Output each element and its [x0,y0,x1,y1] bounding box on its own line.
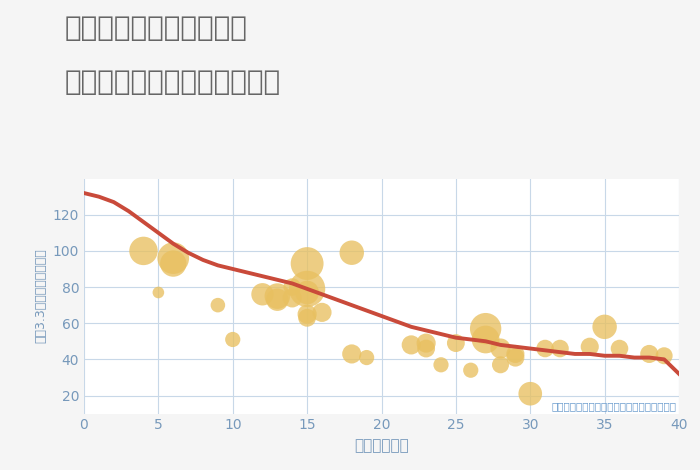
Point [302,285,313,293]
Point [272,292,283,300]
Point [495,361,506,368]
Point [168,260,179,267]
Point [554,345,566,352]
Point [406,341,417,349]
Point [465,367,476,374]
Text: 奈良県奈良市東城戸町の: 奈良県奈良市東城戸町の [65,14,248,42]
Point [302,310,313,318]
Point [599,323,610,330]
Text: 築年数別中古マンション価格: 築年数別中古マンション価格 [65,68,281,96]
Point [302,314,313,321]
Point [480,325,491,332]
Point [168,254,179,262]
Point [316,309,328,316]
Point [361,354,372,361]
Point [227,336,238,343]
Point [287,294,298,302]
Point [302,289,313,296]
Point [257,290,268,298]
Point [450,339,461,347]
Point [212,301,223,309]
Point [525,390,536,398]
Text: 円の大きさは、取引のあった物件面積を示す: 円の大きさは、取引のあった物件面積を示す [551,401,676,411]
Point [644,350,655,358]
Point [480,336,491,343]
Point [287,283,298,291]
Point [421,345,432,352]
Point [138,247,149,255]
Point [435,361,447,368]
Point [584,343,595,351]
Point [614,345,625,352]
Point [495,345,506,352]
Point [540,345,551,352]
Point [659,352,670,360]
Point [153,289,164,296]
Point [421,339,432,347]
Point [272,296,283,304]
Y-axis label: 坪（3.3㎡）単価（万円）: 坪（3.3㎡）単価（万円） [34,249,47,344]
Point [510,350,521,358]
Point [510,354,521,361]
Point [346,350,357,358]
Point [302,260,313,267]
X-axis label: 築年数（年）: 築年数（年） [354,438,409,453]
Point [346,249,357,257]
